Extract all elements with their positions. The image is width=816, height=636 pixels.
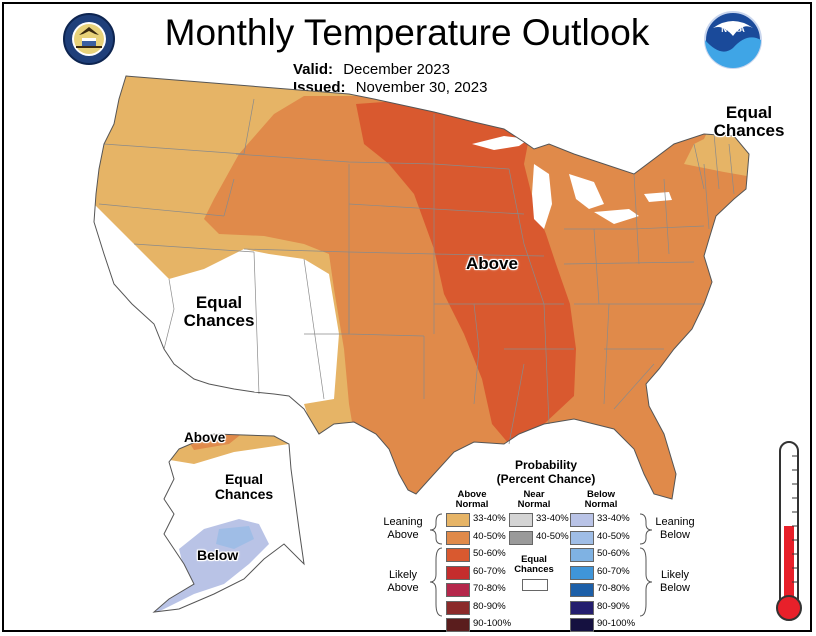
legend-swatch-above-6 — [446, 618, 470, 632]
legend-label-below-0: 33-40% — [597, 513, 630, 524]
legend-swatch-above-1 — [446, 530, 470, 545]
legend-likely-below: Likely Below — [660, 569, 690, 595]
legend-swatch-above-4 — [446, 583, 470, 597]
legend-swatch-below-0 — [570, 513, 594, 527]
valid-label: Valid: — [293, 61, 334, 78]
legend-label-below-6: 90-100% — [597, 618, 636, 629]
noaa-logo-icon: NOAA — [704, 11, 762, 69]
page-title: Monthly Temperature Outlook — [164, 12, 650, 53]
legend-label-near-0: 33-40% — [536, 513, 569, 524]
legend-swatch-below-4 — [570, 583, 594, 597]
legend-swatch-below-2 — [570, 548, 594, 562]
legend-label-below-5: 80-90% — [597, 600, 630, 612]
legend-label-above-5: 80-90% — [473, 600, 506, 612]
legend-label-above-2: 50-60% — [473, 548, 506, 559]
legend-equal-chances-swatch — [522, 579, 548, 591]
equal-chances-west-label: Equal Chances — [183, 293, 255, 331]
legend-swatch-above-0 — [446, 513, 470, 527]
above-label: Above — [466, 254, 518, 273]
legend-col-above-normal: Above Normal — [455, 489, 489, 511]
legend-swatch-above-5 — [446, 600, 470, 615]
legend-swatch-above-2 — [446, 548, 470, 562]
legend-title: Probability (Percent Chance) — [496, 458, 596, 486]
legend-swatch-below-1 — [570, 530, 594, 545]
svg-text:NOAA: NOAA — [721, 25, 745, 34]
doc-seal-icon — [63, 13, 115, 65]
legend-label-above-4: 70-80% — [473, 583, 506, 594]
thermometer-icon — [776, 441, 802, 621]
legend-equal-chances: Equal Chances — [514, 554, 554, 576]
alaska-below-label: Below — [197, 547, 239, 563]
valid-line: Valid: December 2023 — [293, 61, 450, 78]
legend-label-below-1: 40-50% — [597, 530, 630, 542]
legend-swatch-near-1 — [509, 530, 533, 545]
legend-leaning-below: Leaning Below — [655, 516, 695, 542]
legend-label-below-3: 60-70% — [597, 565, 630, 577]
legend-label-near-1: 40-50% — [536, 530, 569, 542]
legend-col-below-normal: Below Normal — [584, 489, 618, 511]
legend-col-near-normal: Near Normal — [517, 489, 551, 511]
legend-swatch-below-3 — [570, 565, 594, 580]
legend-swatch-above-3 — [446, 565, 470, 580]
legend-label-above-6: 90-100% — [473, 618, 512, 629]
legend-label-below-2: 50-60% — [597, 548, 630, 559]
legend-likely-above: Likely Above — [387, 569, 419, 595]
legend-label-above-1: 40-50% — [473, 530, 506, 542]
legend-swatch-below-5 — [570, 600, 594, 615]
legend-label-below-4: 70-80% — [597, 583, 630, 594]
legend-swatch-below-6 — [570, 618, 594, 632]
legend-label-above-0: 33-40% — [473, 513, 506, 524]
equal-chances-northeast-label: Equal Chances — [713, 103, 785, 141]
alaska-equal-chances-label: Equal Chances — [214, 471, 274, 503]
legend-label-above-3: 60-70% — [473, 565, 506, 577]
issued-value: November 30, 2023 — [355, 79, 488, 96]
legend-leaning-above: Leaning Above — [383, 516, 423, 542]
outlook-map — [93, 75, 802, 621]
issued-line: Issued: November 30, 2023 — [293, 79, 487, 96]
valid-value: December 2023 — [343, 61, 450, 78]
alaska-above-label: Above — [184, 430, 226, 445]
legend-swatch-near-0 — [509, 513, 533, 527]
